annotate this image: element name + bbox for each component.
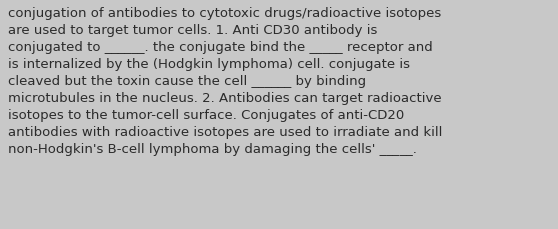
Text: conjugation of antibodies to cytotoxic drugs/radioactive isotopes
are used to ta: conjugation of antibodies to cytotoxic d…	[8, 7, 442, 155]
